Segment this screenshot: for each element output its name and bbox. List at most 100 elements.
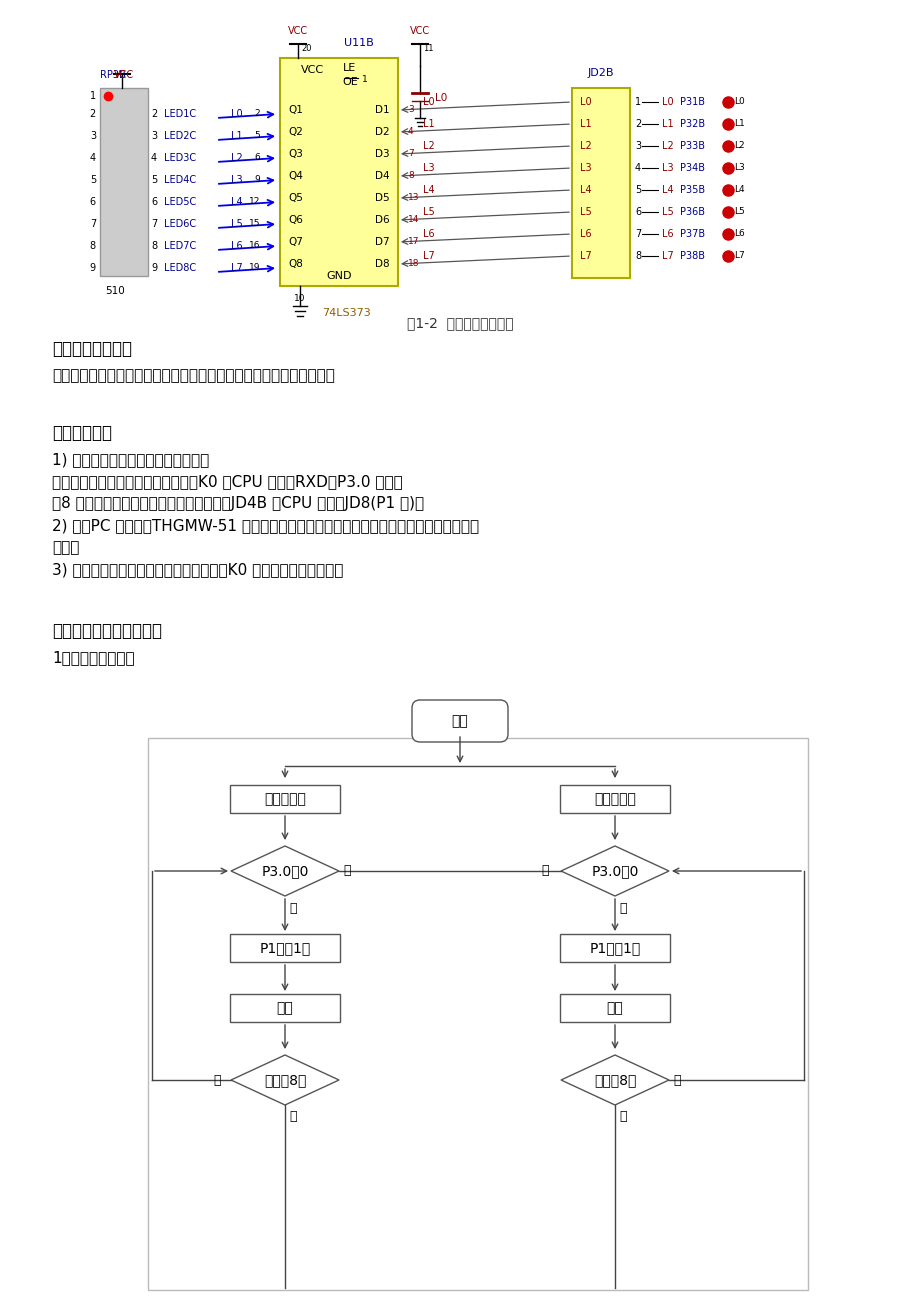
Text: L4: L4 [662,185,673,195]
Text: P3.0为0: P3.0为0 [591,865,638,878]
Text: 20: 20 [301,44,312,53]
Text: L0: L0 [662,98,673,107]
Bar [100,89,148,276]
Text: D1: D1 [375,105,390,115]
Text: L2: L2 [231,154,243,163]
Text: U11B: U11B [344,38,373,48]
Text: P35B: P35B [679,185,704,195]
Text: VCC: VCC [410,26,429,36]
Text: P1左移1位: P1左移1位 [589,941,640,954]
Text: 图1-2  八位逻辑电平显示: 图1-2 八位逻辑电平显示 [406,316,513,329]
Text: 1、实验的流程图：: 1、实验的流程图： [52,650,134,665]
Text: 是: 是 [618,1111,626,1124]
Text: 是: 是 [618,902,626,915]
Text: 延时: 延时 [277,1001,293,1016]
Text: L6: L6 [423,229,434,240]
Text: 6: 6 [90,197,96,207]
Bar [560,785,669,812]
Text: 用导线连接八位逻辑电平输出模块的K0 到CPU 模块的RXD（P3.0 口）；: 用导线连接八位逻辑电平输出模块的K0 到CPU 模块的RXD（P3.0 口）； [52,474,403,490]
Text: 8: 8 [90,241,96,251]
Text: L3: L3 [579,163,591,173]
Text: L4: L4 [231,197,243,207]
Text: P3.0为0: P3.0为0 [261,865,309,878]
Text: 6: 6 [151,197,157,207]
Text: L0: L0 [435,92,447,103]
Text: LED7C: LED7C [164,241,196,251]
Text: 延时: 延时 [606,1001,623,1016]
Text: 7: 7 [90,219,96,229]
Text: LED4C: LED4C [164,174,196,185]
Text: L1: L1 [579,118,591,129]
Text: L3: L3 [231,174,243,185]
Text: L2: L2 [423,141,435,151]
Text: L7: L7 [579,251,591,260]
Text: OE: OE [342,77,357,87]
Text: L1: L1 [423,118,434,129]
Text: 2: 2 [634,118,641,129]
Text: D4: D4 [375,171,390,181]
Text: 2: 2 [254,109,260,118]
Text: 3: 3 [407,105,414,115]
Text: 左移初始化: 左移初始化 [264,792,306,806]
Text: D8: D8 [375,259,390,270]
Text: 8: 8 [151,241,157,251]
Text: LED5C: LED5C [164,197,196,207]
Text: P36B: P36B [679,207,704,217]
Text: L5: L5 [231,219,243,229]
Text: L4: L4 [733,185,743,194]
Text: 5: 5 [254,132,260,141]
Text: L3: L3 [733,164,744,172]
Text: 3) 观察发光二极管显示跑马灯效果，拨动K0 可改变跑马灯的方向。: 3) 观察发光二极管显示跑马灯效果，拨动K0 可改变跑马灯的方向。 [52,562,343,577]
Text: Q5: Q5 [288,193,302,203]
Text: L6: L6 [662,229,673,240]
Polygon shape [561,846,668,896]
Text: 9: 9 [90,263,96,273]
Text: VCC: VCC [288,26,308,36]
Text: LED3C: LED3C [164,154,196,163]
Text: 1: 1 [361,76,368,85]
Text: 5: 5 [90,174,96,185]
Text: 4: 4 [90,154,96,163]
Text: 是: 是 [289,1111,296,1124]
Text: 7: 7 [634,229,641,240]
Bar [560,934,669,962]
Text: LED1C: LED1C [164,109,196,118]
Text: 8: 8 [407,172,414,181]
Text: 13: 13 [407,194,419,203]
Text: 否: 否 [213,1074,221,1086]
Text: 15: 15 [248,220,260,228]
Text: Q4: Q4 [288,171,302,181]
Text: 是: 是 [289,902,296,915]
Text: L4: L4 [579,185,591,195]
Text: L1: L1 [231,132,243,141]
Text: 14: 14 [407,216,419,224]
Text: D7: D7 [375,237,390,247]
Text: L7: L7 [231,263,243,273]
Polygon shape [231,846,338,896]
Text: LED8C: LED8C [164,263,196,273]
Text: L7: L7 [423,251,435,260]
Text: GND: GND [326,271,351,281]
Text: P1左移1位: P1左移1位 [259,941,311,954]
Text: 4: 4 [151,154,157,163]
Text: 否: 否 [343,865,350,878]
Text: 移动了8次: 移动了8次 [593,1073,636,1087]
Text: P38B: P38B [679,251,704,260]
Text: Q2: Q2 [288,128,302,137]
Text: 5: 5 [634,185,641,195]
Text: 1: 1 [634,98,641,107]
Text: D5: D5 [375,193,390,203]
Text: LED2C: LED2C [164,132,196,141]
Text: LED6C: LED6C [164,219,196,229]
Text: 六、实验步骤: 六、实验步骤 [52,424,112,441]
Text: 2: 2 [151,109,157,118]
Text: L7: L7 [733,251,744,260]
Text: 9: 9 [254,176,260,185]
Text: L2: L2 [579,141,591,151]
Text: P34B: P34B [679,163,704,173]
Text: 运行。: 运行。 [52,540,79,555]
Text: L3: L3 [662,163,673,173]
Text: L0: L0 [423,98,434,107]
Text: LE: LE [343,62,357,73]
Text: 学习教材的相关内容，根据实验要求画出程序流程图，写出实验程序。: 学习教材的相关内容，根据实验要求画出程序流程图，写出实验程序。 [52,368,335,383]
